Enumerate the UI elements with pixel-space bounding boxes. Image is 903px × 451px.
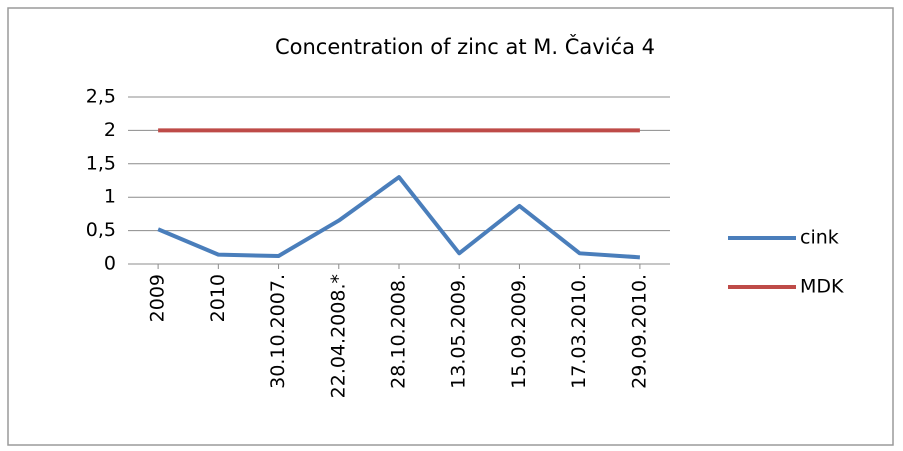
- y-tick-label: 0: [104, 253, 116, 275]
- series-line: [157, 175, 641, 260]
- legend-label: MDK: [800, 276, 844, 298]
- y-tick-label: 2: [104, 119, 116, 141]
- x-tick-label: 2010: [207, 274, 229, 322]
- x-tick-label: 22.04.2008.*: [327, 274, 349, 398]
- y-tick-label: 1,5: [86, 152, 116, 174]
- y-tick-label: 2,5: [86, 86, 116, 108]
- chart-title: Concentration of zinc at M. Čavića 4: [275, 34, 655, 59]
- y-tick-label: 1: [104, 186, 116, 208]
- y-tick-label: 0,5: [86, 219, 116, 241]
- x-tick-label: 13.05.2009.: [448, 274, 470, 389]
- x-tick-label: 29.09.2010.: [628, 274, 650, 389]
- x-tick-label: 30.10.2007.: [267, 274, 289, 389]
- x-tick-label: 28.10.2008.: [388, 274, 410, 389]
- x-tick-label: 17.03.2010.: [568, 274, 590, 389]
- chart-frame: [7, 7, 894, 446]
- legend-label: cink: [800, 227, 839, 249]
- x-tick-label: 15.09.2009.: [508, 274, 530, 389]
- x-tick-label: 2009: [147, 274, 169, 322]
